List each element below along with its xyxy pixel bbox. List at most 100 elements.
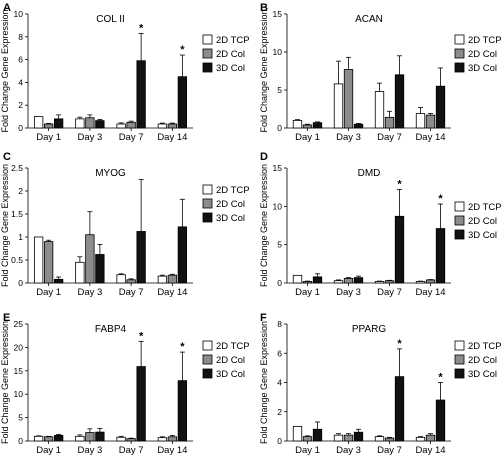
bar [116, 274, 126, 284]
bar [394, 74, 405, 129]
x-tick-label: Day 1 [295, 287, 320, 298]
bar [43, 436, 54, 442]
bar [312, 428, 323, 442]
y-axis-label: Fold Change Gene Expression [259, 9, 269, 132]
bar [425, 279, 436, 284]
bar [374, 91, 385, 129]
x-tick-label: Day 14 [415, 445, 445, 456]
significance-marker: * [180, 44, 185, 56]
bar [312, 276, 323, 284]
y-tick-label: 0 [18, 123, 23, 133]
bar [85, 432, 95, 442]
y-tick-label: 6 [18, 55, 23, 65]
x-tick-label: Day 3 [77, 287, 102, 298]
legend-swatch [202, 34, 213, 45]
legend-swatch [202, 212, 213, 223]
bar [167, 274, 178, 284]
bar [292, 120, 303, 129]
bar [177, 380, 188, 442]
bar [177, 226, 188, 284]
x-tick-label: Day 14 [157, 132, 187, 143]
bar [116, 436, 126, 442]
y-tick-label: 4 [18, 77, 23, 87]
legend-swatch [454, 215, 465, 226]
bar [374, 436, 385, 442]
bar [167, 123, 178, 129]
legend-swatch [202, 48, 213, 59]
y-tick-label: 8 [18, 32, 23, 42]
y-tick-label: 25 [14, 319, 24, 329]
y-tick-label: 15 [273, 9, 283, 19]
x-tick-label: Day 7 [119, 287, 144, 298]
panel-f: F PPARG Fold Change Gene Expression 0 2 4 6 8 Da… [259, 312, 502, 456]
bar [53, 434, 64, 442]
panel-letter: C [3, 151, 11, 163]
legend-swatch [454, 354, 465, 365]
bar [126, 121, 136, 129]
bar [302, 281, 313, 284]
bar [343, 69, 354, 129]
bar [374, 281, 385, 284]
bar [126, 438, 136, 442]
y-tick-label: 2 [18, 186, 23, 196]
y-tick-label: 10 [14, 389, 24, 399]
chart-title: ACAN [355, 14, 383, 25]
y-tick-label: 1 [18, 232, 23, 242]
y-tick-label: 10 [273, 47, 283, 57]
bar [353, 277, 364, 284]
y-axis-label: Fold Change Gene Expression [0, 164, 10, 287]
legend-swatch [202, 62, 213, 73]
bar [95, 120, 105, 129]
legend-label: 3D Col [216, 369, 245, 380]
legend-label: 2D TCP [216, 185, 250, 196]
legend-label: 2D TCP [216, 341, 250, 352]
legend-swatch [202, 368, 213, 379]
x-tick-label: Day 1 [36, 287, 61, 298]
legend-label: 3D Col [468, 230, 497, 241]
bar [75, 261, 85, 284]
legend-label: 2D Col [216, 199, 245, 210]
bar [353, 431, 364, 442]
legend-label: 2D Col [468, 355, 497, 366]
legend-swatch [202, 340, 213, 351]
bar [425, 114, 436, 129]
x-tick-label: Day 1 [36, 132, 61, 143]
y-tick-label: 6 [277, 348, 282, 358]
bar [333, 83, 344, 129]
panel-e: E FABP4 Fold Change Gene Expression 0 5 10 15 2… [0, 312, 250, 456]
bar [136, 231, 146, 284]
bar [292, 274, 303, 284]
bar [167, 436, 178, 442]
bar [353, 123, 364, 129]
bar [343, 277, 354, 284]
y-tick-label: 4 [277, 378, 282, 388]
x-tick-label: Day 3 [336, 132, 361, 143]
bar [43, 123, 54, 129]
bar [343, 434, 354, 442]
y-tick-label: 0 [277, 278, 282, 288]
significance-marker: * [139, 330, 144, 342]
bar [435, 85, 446, 129]
bar [157, 275, 168, 284]
panel-letter: E [3, 312, 10, 324]
bar [33, 236, 44, 284]
bar [177, 76, 188, 129]
legend-label: 2D Col [468, 49, 497, 60]
y-tick-label: 0.5 [11, 255, 23, 265]
y-tick-label: 15 [273, 163, 283, 173]
bar [394, 215, 405, 284]
y-tick-label: 0 [18, 278, 23, 288]
legend-swatch [454, 229, 465, 240]
legend-swatch [202, 184, 213, 195]
y-axis-label: Fold Change Gene Expression [0, 9, 10, 132]
panel-letter: D [260, 151, 268, 163]
bar [157, 437, 168, 442]
bar [333, 280, 344, 284]
legend-label: 3D Col [468, 63, 497, 74]
panel-letter: F [260, 312, 267, 324]
bar [394, 376, 405, 442]
bar [95, 431, 105, 442]
bar [292, 425, 303, 442]
bar [312, 122, 323, 129]
